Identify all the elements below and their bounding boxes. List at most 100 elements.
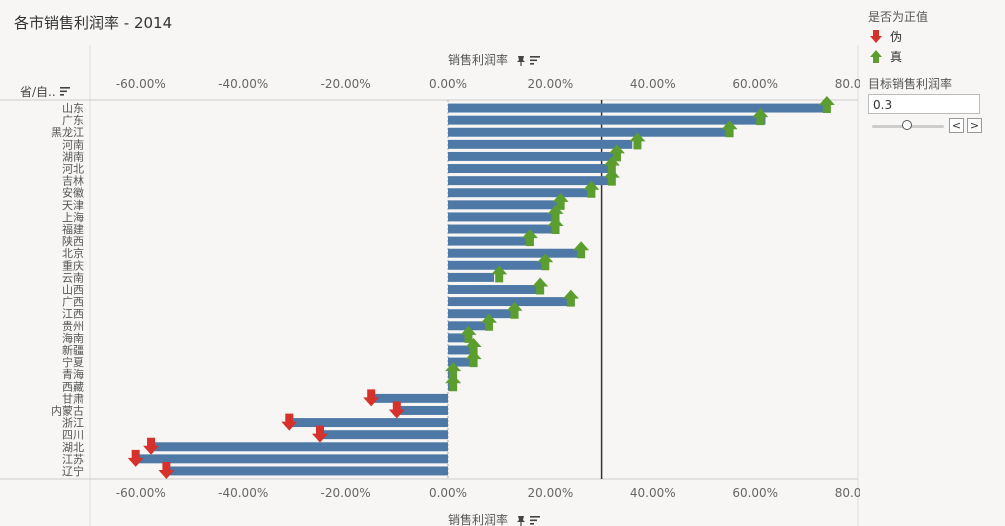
- up-arrow-icon: [870, 49, 882, 63]
- category-label: 甘肃: [62, 392, 84, 405]
- bar-广西: [448, 297, 571, 307]
- category-label: 湖北: [62, 441, 84, 454]
- top-axis-tick-label: 60.00%: [732, 77, 778, 91]
- bar-黑龙江: [448, 127, 730, 137]
- category-label: 陕西: [62, 234, 84, 248]
- category-label: 河北: [62, 163, 84, 176]
- target-margin-input[interactable]: 0.3: [868, 94, 980, 114]
- category-label: 云南: [62, 271, 84, 284]
- bar-湖南: [448, 151, 617, 161]
- up-arrow-marker: [629, 132, 646, 150]
- down-arrow-marker: [281, 413, 298, 431]
- x-axis-title-bottom: 销售利润率: [448, 512, 508, 526]
- top-axis-tick-label: 80.00%: [835, 77, 860, 91]
- category-label: 西藏: [62, 380, 84, 393]
- up-arrow-marker: [537, 253, 554, 271]
- target-margin-slider-thumb[interactable]: [902, 120, 912, 130]
- bar-山东: [448, 103, 827, 113]
- bar-chart: 山东广东黑龙江河南湖南河北吉林安徽天津上海福建陕西北京重庆云南山西广西江西贵州海…: [0, 45, 860, 526]
- bar-宁夏: [448, 357, 474, 367]
- down-arrow-marker: [312, 425, 328, 443]
- category-label: 青海: [62, 367, 84, 381]
- up-arrow-marker: [547, 204, 564, 222]
- legend-item-false[interactable]: 伪: [870, 28, 902, 45]
- up-arrow-marker: [465, 350, 482, 368]
- down-arrow-marker: [143, 437, 160, 455]
- bar-湖北: [151, 442, 449, 452]
- up-arrow-marker: [573, 241, 590, 259]
- category-label: 四川: [62, 429, 84, 442]
- category-label: 浙江: [62, 417, 84, 430]
- up-arrow-marker: [752, 108, 769, 126]
- legend-label-true: 真: [890, 50, 903, 64]
- up-arrow-marker: [583, 180, 600, 198]
- up-arrow-marker: [465, 337, 482, 355]
- category-label: 江西: [62, 308, 84, 321]
- legend-item-true[interactable]: 真: [870, 48, 902, 65]
- bottom-axis-tick-label: 40.00%: [630, 486, 676, 500]
- category-label: 北京: [62, 246, 84, 260]
- top-axis-tick-label: 20.00%: [528, 77, 574, 91]
- bar-重庆: [448, 260, 546, 270]
- bar-江苏: [135, 454, 448, 464]
- bottom-axis-tick-label: 80.00%: [835, 486, 860, 500]
- bar-河北: [448, 164, 612, 174]
- up-arrow-marker: [445, 374, 462, 392]
- bar-安徽: [448, 188, 592, 198]
- up-arrow-marker: [608, 144, 625, 162]
- category-label: 江苏: [62, 453, 84, 466]
- category-label: 内蒙古: [51, 403, 84, 417]
- category-label: 湖南: [62, 150, 84, 163]
- pin-icon: [517, 56, 525, 66]
- down-arrow-icon: [870, 29, 882, 43]
- bar-陕西: [448, 236, 530, 246]
- pin-icon: [517, 516, 525, 526]
- increment-button[interactable]: >: [967, 118, 982, 133]
- category-label: 海南: [62, 331, 84, 345]
- up-arrow-marker: [562, 289, 579, 307]
- category-label: 宁夏: [62, 355, 84, 369]
- bar-辽宁: [166, 466, 448, 476]
- up-arrow-marker: [460, 325, 477, 343]
- bottom-axis-tick-label: -20.00%: [321, 486, 371, 500]
- legend-title: 是否为正值: [868, 10, 929, 24]
- up-arrow-marker: [547, 217, 564, 235]
- down-arrow-marker: [363, 389, 380, 407]
- sort-icon: [530, 516, 540, 525]
- sort-icon: [530, 56, 540, 65]
- up-arrow-marker: [818, 96, 835, 114]
- category-label: 河南: [62, 138, 84, 151]
- top-axis-tick-label: -40.00%: [218, 77, 268, 91]
- sort-icon: [60, 87, 70, 96]
- bar-江西: [448, 309, 515, 319]
- bottom-axis-tick-label: 0.00%: [429, 486, 467, 500]
- bottom-axis-tick-label: 20.00%: [528, 486, 574, 500]
- category-label: 吉林: [62, 174, 84, 188]
- top-axis-tick-label: 40.00%: [630, 77, 676, 91]
- y-axis-header: 省/自..: [20, 85, 56, 99]
- top-axis-tick-label: -20.00%: [321, 77, 371, 91]
- bar-天津: [448, 200, 561, 210]
- category-label: 广西: [62, 296, 84, 309]
- category-label: 上海: [62, 210, 84, 224]
- bottom-axis-tick-label: 60.00%: [732, 486, 778, 500]
- up-arrow-marker: [552, 192, 569, 210]
- bar-上海: [448, 212, 556, 222]
- down-arrow-marker: [127, 449, 144, 467]
- category-label: 新疆: [62, 343, 84, 357]
- category-label: 黑龙江: [51, 126, 84, 139]
- up-arrow-marker: [445, 362, 462, 380]
- bar-河南: [448, 139, 633, 149]
- decrement-button[interactable]: <: [949, 118, 964, 133]
- category-label: 重庆: [62, 258, 84, 272]
- category-label: 山西: [62, 284, 84, 297]
- bar-福建: [448, 224, 556, 234]
- x-axis-title-top: 销售利润率: [448, 52, 508, 67]
- bar-贵州: [448, 321, 489, 331]
- parameter-title: 目标销售利润率: [868, 77, 953, 91]
- bar-吉林: [448, 176, 612, 186]
- bar-海南: [448, 333, 469, 343]
- category-label: 辽宁: [62, 464, 84, 478]
- category-label: 贵州: [62, 320, 84, 333]
- bar-广东: [448, 115, 766, 125]
